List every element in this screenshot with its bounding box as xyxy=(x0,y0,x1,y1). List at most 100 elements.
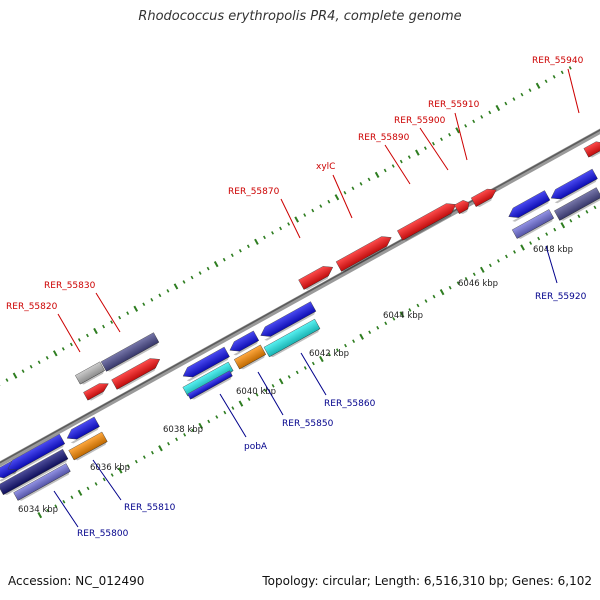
genome-summary-text: Topology: circular; Length: 6,516,310 bp… xyxy=(262,574,592,588)
tick-mark-top xyxy=(230,253,234,257)
tick-mark-bottom xyxy=(513,250,516,254)
tick-mark-top xyxy=(173,283,179,290)
tick-mark-top xyxy=(311,208,315,213)
tick-mark-bottom xyxy=(62,499,66,504)
tick-mark-top xyxy=(142,302,146,307)
leader-line-bottom xyxy=(92,459,122,501)
gene-label-top: RER_55830 xyxy=(44,281,96,291)
gene-red-shade xyxy=(83,383,109,401)
gene-blue-edge xyxy=(264,311,316,341)
gene-red-shade xyxy=(583,141,600,158)
gene-blue xyxy=(550,168,598,204)
leader-line-bottom xyxy=(257,371,284,416)
tick-mark-top xyxy=(118,315,122,320)
tick-mark-top xyxy=(319,204,323,208)
tick-mark-top xyxy=(213,261,219,268)
tick-mark-bottom xyxy=(247,397,251,401)
tick-mark-bottom xyxy=(215,415,219,419)
tick-mark-bottom xyxy=(94,482,98,486)
leader-line-bottom xyxy=(219,393,247,438)
tick-mark-top xyxy=(334,194,340,201)
tick-mark-top xyxy=(399,159,403,164)
tick-mark-top xyxy=(52,350,58,357)
tick-mark-bottom xyxy=(238,400,244,407)
gene-slate-edge xyxy=(560,197,600,221)
gene-gray xyxy=(75,361,105,385)
tick-mark-top xyxy=(182,280,186,284)
gene-label-bottom: RER_55850 xyxy=(282,419,334,429)
gene-blue-edge xyxy=(554,179,597,204)
gene-blue-edge xyxy=(11,444,64,475)
gene-orange-edge xyxy=(74,442,107,461)
tick-mark-bottom xyxy=(368,330,372,335)
gene-gray-edge xyxy=(81,371,104,385)
gene-red-edge xyxy=(589,150,600,158)
gene-red-edge xyxy=(403,213,452,241)
gene-blue-shade xyxy=(260,301,316,337)
tick-mark-top xyxy=(391,164,395,168)
gene-label-bottom: pobA xyxy=(244,442,268,452)
tick-mark-top xyxy=(69,342,73,347)
gene-periwinkle-edge xyxy=(18,471,70,501)
gene-red xyxy=(111,358,161,390)
tick-mark-top xyxy=(93,327,98,335)
gene-blue xyxy=(7,433,66,475)
tick-mark-top xyxy=(343,190,347,195)
tick-mark-bottom xyxy=(504,254,508,259)
gene-red-shade xyxy=(336,236,392,272)
gene-label-top: xylC xyxy=(316,162,335,172)
tick-mark-top xyxy=(287,222,291,226)
gene-slate xyxy=(554,187,600,221)
tick-mark-top xyxy=(61,347,65,351)
gene-label-top: RER_55940 xyxy=(532,56,584,66)
tick-mark-bottom xyxy=(311,361,315,366)
gene-red xyxy=(83,383,109,401)
tick-mark-top xyxy=(568,66,572,70)
gene-red xyxy=(335,236,392,272)
tick-mark-bottom xyxy=(207,419,211,424)
gene-red xyxy=(470,188,497,207)
gene-periwinkle xyxy=(13,463,71,501)
gene-red xyxy=(298,266,334,290)
tick-mark-bottom xyxy=(545,232,549,236)
tick-mark-bottom xyxy=(86,486,90,491)
leader-line-top xyxy=(419,127,449,171)
gene-periwinkle-shade xyxy=(512,209,554,239)
tick-mark-top xyxy=(464,124,468,128)
tick-mark-top xyxy=(535,82,541,89)
tick-mark-top xyxy=(12,372,18,379)
gene-blue-shade xyxy=(183,347,230,378)
tick-mark-top xyxy=(206,266,210,271)
gene-slate-edge xyxy=(107,342,159,372)
tick-mark-top xyxy=(5,378,9,382)
gene-red-edge xyxy=(476,197,492,207)
tick-mark-bottom xyxy=(344,343,348,348)
tick-mark-bottom xyxy=(167,441,170,446)
gene-red-shade xyxy=(454,200,470,214)
gene-blue-shade xyxy=(508,190,550,218)
gene-blue-edge xyxy=(233,341,258,356)
gene-blue-edge xyxy=(70,427,99,444)
tick-mark-top xyxy=(126,311,130,315)
gene-label-top: RER_55890 xyxy=(358,133,410,143)
tick-mark-top xyxy=(480,115,484,119)
gene-cyan xyxy=(263,318,321,358)
tick-mark-top xyxy=(423,146,427,150)
tick-mark-bottom xyxy=(255,392,259,397)
tick-mark-bottom xyxy=(560,222,566,229)
gene-orange-shade xyxy=(68,431,108,461)
gene-label-bottom: RER_55800 xyxy=(77,529,129,539)
tick-mark-bottom xyxy=(569,218,573,223)
tick-mark-top xyxy=(431,141,435,146)
gene-blue-edge xyxy=(191,376,232,400)
tick-mark-top xyxy=(560,70,564,75)
tick-mark-top xyxy=(351,186,355,191)
tick-mark-top xyxy=(198,271,202,275)
gene-red-shade xyxy=(471,189,497,207)
tick-mark-top xyxy=(455,127,460,134)
tick-mark-top xyxy=(77,338,81,342)
tick-mark-bottom xyxy=(585,210,589,214)
tick-mark-top xyxy=(520,92,524,97)
tick-mark-top xyxy=(246,244,250,249)
